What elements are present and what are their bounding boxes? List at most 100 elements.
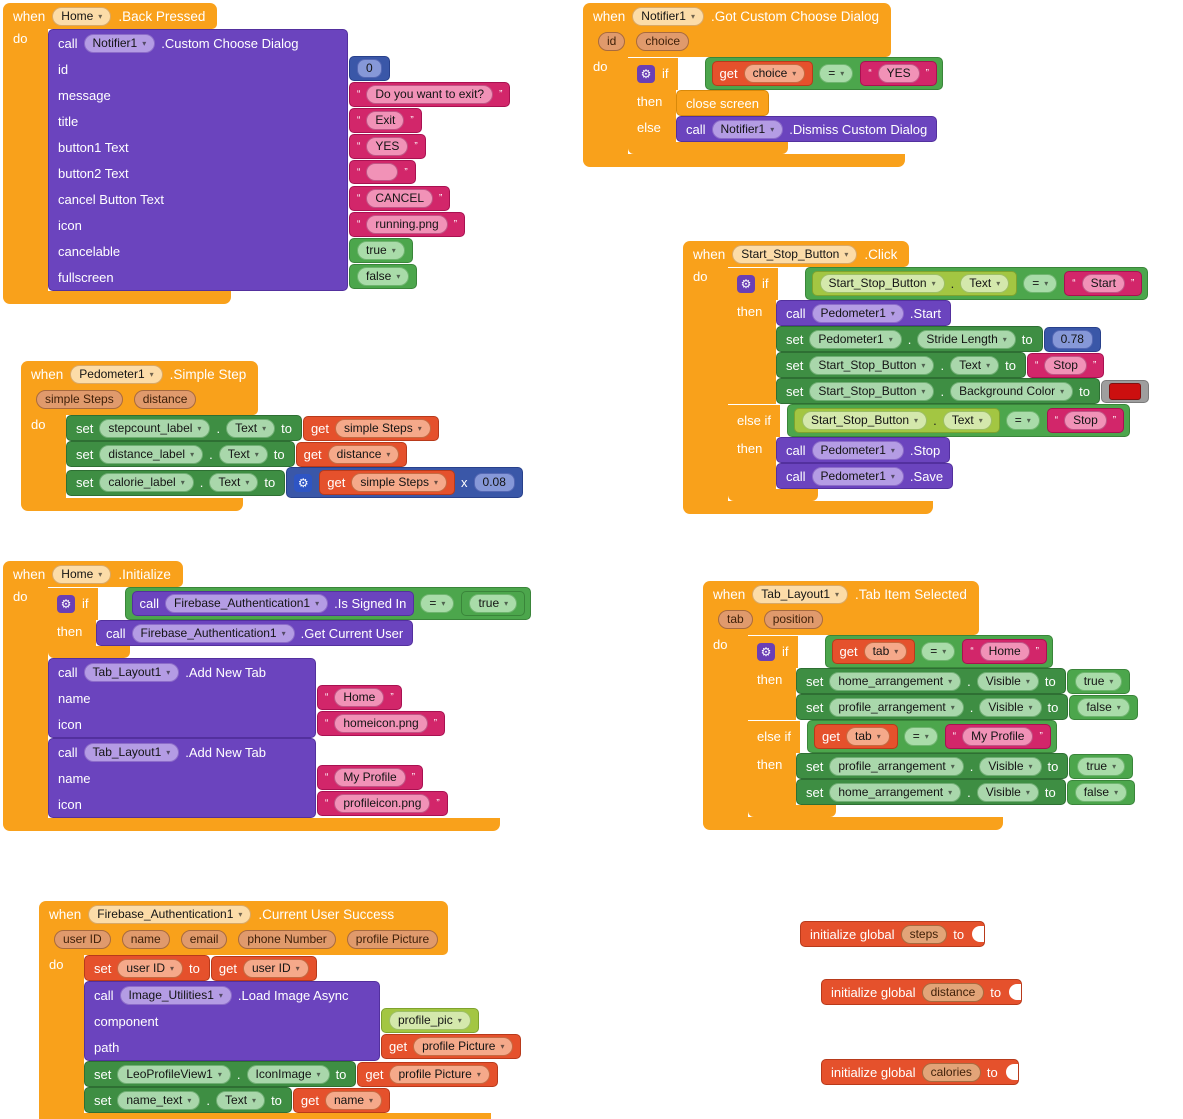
number-value[interactable]: 0 xyxy=(357,58,382,78)
property-dropdown[interactable]: Text xyxy=(942,411,992,430)
logic-block[interactable]: false xyxy=(349,263,418,289)
component-dropdown[interactable]: Pedometer1 xyxy=(811,440,904,460)
multiply-block[interactable]: get simple Steps x 0.08 xyxy=(286,467,523,498)
mutator-gear-icon[interactable] xyxy=(57,594,75,613)
variable-dropdown[interactable]: tab xyxy=(863,642,908,661)
text-string-block[interactable]: “ homeicon.png ” xyxy=(317,710,446,736)
variable-dropdown[interactable]: profile Picture xyxy=(413,1036,514,1056)
logic-block[interactable]: true xyxy=(461,591,526,616)
text-string-block[interactable]: “ YES ” xyxy=(349,133,426,159)
init-global-block[interactable]: initialize global steps to xyxy=(800,921,986,947)
component-dropdown[interactable]: Home xyxy=(52,6,112,26)
property-getter-block[interactable]: Start_Stop_Button. Text xyxy=(811,271,1018,296)
set-block[interactable]: set profile_arrangement. Visible to xyxy=(796,694,1069,720)
text-string-block[interactable]: “ My Profile ” xyxy=(944,724,1051,749)
global-variable-chip[interactable]: distance xyxy=(921,982,985,1002)
string-value[interactable]: Stop xyxy=(1064,411,1107,430)
component-dropdown[interactable]: calorie_label xyxy=(99,473,194,492)
property-dropdown[interactable]: Visible xyxy=(976,671,1039,691)
variable-dropdown[interactable]: profile Picture xyxy=(389,1064,490,1084)
string-value[interactable]: CANCEL xyxy=(366,188,434,208)
block-stack[interactable]: initialize global steps to xyxy=(800,921,986,947)
logic-dropdown[interactable]: true xyxy=(1077,756,1126,776)
component-dropdown[interactable]: Pedometer1 xyxy=(809,329,902,349)
block-stack[interactable]: when Home .Back Pressed do call Notifier1 .Cus… xyxy=(3,3,511,304)
property-getter-block[interactable]: Start_Stop_Button. Text xyxy=(793,408,1000,433)
equals-dropdown[interactable]: = xyxy=(1005,411,1040,430)
mutator-gear-icon[interactable] xyxy=(637,64,655,83)
text-string-block[interactable]: “ Exit ” xyxy=(349,107,422,133)
block-stack[interactable]: when Notifier1 .Got Custom Choose Dialog id… xyxy=(583,3,944,167)
property-dropdown[interactable]: Text xyxy=(218,444,268,464)
component-dropdown[interactable]: home_arrangement xyxy=(829,782,962,802)
component-dropdown[interactable]: Start_Stop_Button xyxy=(809,355,935,375)
variable-dropdown[interactable]: tab xyxy=(846,727,890,746)
number-value[interactable]: 0.08 xyxy=(473,473,515,492)
block-stack[interactable]: when Firebase_Authentication1 .Current Use… xyxy=(39,901,522,1119)
variable-dropdown[interactable]: user ID xyxy=(117,958,184,978)
when-header[interactable]: when Home .Back Pressed xyxy=(3,3,218,29)
string-value[interactable]: My Profile xyxy=(334,767,406,787)
property-dropdown[interactable]: IconImage xyxy=(246,1064,330,1084)
string-value[interactable]: Start xyxy=(1081,274,1125,293)
if-label-cell[interactable]: else if xyxy=(748,720,800,753)
call-block[interactable]: call Pedometer1 .Stop xyxy=(776,437,951,463)
property-dropdown[interactable]: Text xyxy=(209,473,259,492)
block-stack[interactable]: when Home .Initialize do if call Firebase_Auth… xyxy=(3,561,532,831)
set-block[interactable]: set LeoProfileView1. IconImage to xyxy=(84,1061,357,1087)
if-label-cell[interactable]: if xyxy=(48,587,98,620)
color-swatch[interactable] xyxy=(1108,382,1141,400)
logic-dropdown[interactable]: true xyxy=(1074,671,1123,691)
set-block[interactable]: set Start_Stop_Button. Textto xyxy=(776,352,1026,378)
equals-block[interactable]: Start_Stop_Button. Text = “ Stop ” xyxy=(786,404,1131,437)
call-block[interactable]: call Pedometer1 .Start xyxy=(776,300,951,326)
init-global-block[interactable]: initialize global calories to xyxy=(821,1059,1019,1085)
string-value[interactable]: Exit xyxy=(366,110,405,130)
string-value[interactable]: Stop xyxy=(1044,355,1087,375)
component-dropdown[interactable]: Start_Stop_Button xyxy=(732,244,858,264)
event-param-chip[interactable]: tab xyxy=(718,610,753,629)
variable-dropdown[interactable]: choice xyxy=(743,64,806,83)
component-dropdown[interactable]: name_text xyxy=(117,1090,201,1110)
logic-dropdown[interactable]: true xyxy=(469,594,518,613)
call-value-block[interactable]: call Firebase_Authentication1 .Is Signed I… xyxy=(131,591,415,616)
when-header[interactable]: when Pedometer1 .Simple Step simple Steps di… xyxy=(21,361,259,415)
text-string-block[interactable]: “ Home ” xyxy=(962,639,1048,664)
number-value[interactable]: 0.78 xyxy=(1051,329,1093,349)
call-block[interactable]: call Notifier1 .Dismiss Custom Dialog xyxy=(676,116,938,142)
logic-dropdown[interactable]: true xyxy=(357,240,405,260)
property-dropdown[interactable]: Visible xyxy=(979,697,1042,717)
mutator-gear-icon[interactable] xyxy=(737,274,755,293)
event-param-chip[interactable]: id xyxy=(598,32,626,51)
component-dropdown[interactable]: Tab_Layout1 xyxy=(83,742,180,762)
equals-block[interactable]: Start_Stop_Button. Text = “ Start ” xyxy=(804,267,1149,300)
event-param-chip[interactable]: user ID xyxy=(54,930,111,949)
init-global-block[interactable]: initialize global distance to xyxy=(821,979,1023,1005)
event-param-chip[interactable]: distance xyxy=(133,390,197,409)
string-value[interactable]: My Profile xyxy=(962,727,1034,746)
logic-dropdown[interactable]: false xyxy=(357,266,410,286)
component-dropdown[interactable]: Home xyxy=(52,564,112,584)
component-dropdown[interactable]: Tab_Layout1 xyxy=(752,584,849,604)
event-param-chip[interactable]: name xyxy=(121,930,170,949)
component-dropdown[interactable]: Notifier1 xyxy=(711,119,784,139)
block-stack[interactable]: initialize global calories to xyxy=(821,1059,1019,1085)
number-block[interactable]: 0 xyxy=(349,55,390,81)
component-dropdown[interactable]: Notifier1 xyxy=(83,33,156,53)
property-dropdown[interactable]: Text xyxy=(950,355,1000,375)
property-dropdown[interactable]: Background Color xyxy=(950,381,1074,401)
get-block[interactable]: get distance xyxy=(295,441,408,467)
string-value[interactable]: Home xyxy=(334,687,385,707)
component-dropdown[interactable]: Start_Stop_Button xyxy=(819,274,945,293)
property-dropdown[interactable]: Text xyxy=(226,418,276,438)
global-variable-chip[interactable]: steps xyxy=(900,924,948,944)
logic-block[interactable]: false xyxy=(1069,694,1138,720)
variable-dropdown[interactable]: simple Steps xyxy=(351,473,448,492)
if-block[interactable]: if call Firebase_Authentication1 .Is Signed… xyxy=(48,587,532,658)
equals-dropdown[interactable]: = xyxy=(921,642,956,661)
text-string-block[interactable]: “” xyxy=(349,160,416,184)
if-block[interactable]: if Start_Stop_Button. Text = “ Start ” then call… xyxy=(728,267,1149,501)
text-string-block[interactable]: “ Stop ” xyxy=(1046,408,1125,433)
